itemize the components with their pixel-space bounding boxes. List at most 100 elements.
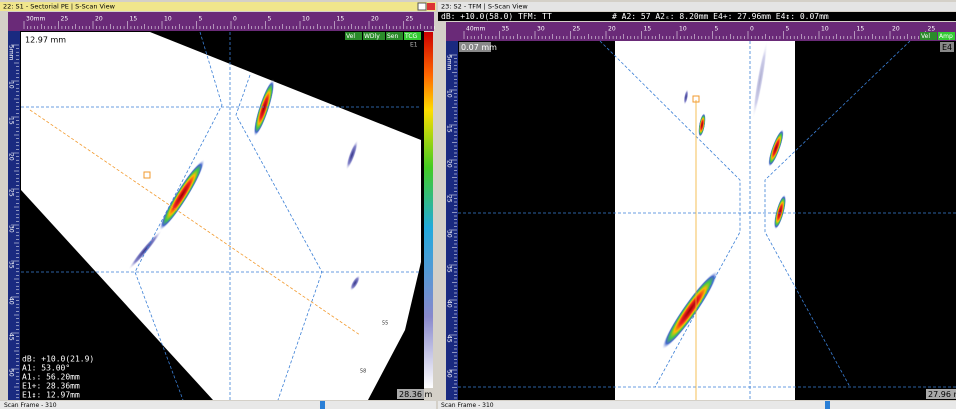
scan-slider[interactable] xyxy=(320,401,325,409)
status-bar xyxy=(438,401,956,409)
ruler-label: 40 xyxy=(446,300,453,308)
depth-value: 28.36 m xyxy=(399,390,432,399)
ruler-label: 20 xyxy=(608,26,616,33)
ruler-label: 20 xyxy=(371,16,379,23)
ruler-label: 45 xyxy=(446,335,453,343)
ruler-label: 10 xyxy=(679,26,687,33)
geometry-line xyxy=(764,40,911,388)
ruler-label: 25 xyxy=(573,26,581,33)
ruler-label: 0 xyxy=(233,16,237,23)
ruler-label: 15 xyxy=(857,26,865,33)
tag-box[interactable] xyxy=(920,32,937,40)
ruler-label: 35 xyxy=(8,261,15,269)
geometry-line xyxy=(599,40,741,388)
readout: A1: 53.00° xyxy=(22,364,70,373)
echo xyxy=(661,270,719,350)
ruler-label: 50 xyxy=(8,369,15,377)
depth-value: 27.96 m xyxy=(928,390,956,399)
depth-box xyxy=(397,389,424,399)
ruler-label: 30 xyxy=(446,230,453,238)
ruler-label: 20 xyxy=(446,160,453,168)
ruler-label: 5mm xyxy=(446,55,453,71)
ruler-label: 40mm xyxy=(466,26,485,33)
scan-slider[interactable] xyxy=(825,401,830,409)
readout: dB: +10.0(21.9) xyxy=(22,355,94,364)
tag-box[interactable] xyxy=(404,32,421,40)
ruler-label: 10 xyxy=(821,26,829,33)
tag[interactable]: WDly xyxy=(364,33,380,40)
corner-tag: E1 xyxy=(410,42,418,49)
right-title-bar xyxy=(438,2,956,11)
ruler-label: 20 xyxy=(892,26,900,33)
ruler-label: 5 xyxy=(199,16,203,23)
ruler-label: 10 xyxy=(164,16,172,23)
header-text: dB: +10.0(58.0) TFM: TT xyxy=(441,12,552,21)
ruler-label: 15 xyxy=(130,16,138,23)
tag[interactable]: Vel xyxy=(346,33,355,40)
tag[interactable]: Amp xyxy=(939,33,953,40)
ruler-label: 15 xyxy=(8,117,15,125)
tfm-area xyxy=(615,41,795,400)
status-bar xyxy=(0,401,436,409)
ruler-label: 35 xyxy=(446,265,453,273)
ruler-label: 30 xyxy=(537,26,545,33)
ruler-label: 25 xyxy=(406,16,414,23)
ruler-label: 50 xyxy=(446,370,453,378)
tag-box[interactable] xyxy=(386,32,403,40)
tag-box[interactable] xyxy=(345,32,362,40)
echo xyxy=(698,113,706,137)
corner-tag: E4 xyxy=(942,43,952,52)
close-button[interactable] xyxy=(427,3,435,10)
geometry-line xyxy=(134,31,223,401)
tag[interactable]: TCG xyxy=(404,33,418,40)
depth-box xyxy=(926,389,956,399)
geometry-line xyxy=(235,74,323,401)
beam-marker xyxy=(692,95,700,103)
echo xyxy=(128,229,162,271)
echo xyxy=(253,79,275,137)
overlay-lines xyxy=(21,31,421,401)
header-right: # A2: 57 A2ₛ: 8.20mm E4+: 27.96mm E4↕: 0… xyxy=(612,12,829,21)
corner-box xyxy=(940,42,954,52)
ruler-label: 40 xyxy=(8,297,15,305)
beam-line xyxy=(29,109,361,336)
readout: E1+: 28.36mm xyxy=(22,382,80,391)
readout: A1ₛ: 56.20mm xyxy=(22,373,80,382)
echo xyxy=(768,129,784,167)
echo-label: 55 xyxy=(382,321,388,327)
readout: E1↕: 12.97mm xyxy=(22,391,80,400)
left-title-bar xyxy=(0,2,436,11)
beam-marker xyxy=(143,171,151,179)
echo xyxy=(349,275,361,291)
ruler-label: 20 xyxy=(95,16,103,23)
cursor-readout: 12.97 mm xyxy=(25,36,66,45)
ruler-label: 20 xyxy=(8,153,15,161)
ruler-label: 5 xyxy=(715,26,719,33)
ruler-label: 25 xyxy=(8,189,15,197)
status-text: Scan Frame - 310 xyxy=(4,402,57,409)
ruler-label: 25 xyxy=(928,26,936,33)
maximize-button[interactable] xyxy=(417,2,427,11)
right-title: 23: S2 - TFM | S-Scan View xyxy=(441,3,528,11)
cursor-readout: 0.07 mm xyxy=(461,43,497,52)
echoes xyxy=(128,79,361,291)
ruler-label: 15 xyxy=(446,125,453,133)
overlay-lines xyxy=(458,40,956,400)
ruler-label: 5 xyxy=(268,16,272,23)
ruler-label: 5mm xyxy=(8,45,15,61)
tag[interactable]: Vel xyxy=(921,33,930,40)
ruler-label: 25 xyxy=(446,195,453,203)
tag-box[interactable] xyxy=(938,32,955,40)
echo xyxy=(773,194,787,230)
cursor-box xyxy=(459,42,491,52)
ruler-label: 0 xyxy=(750,26,754,33)
tag[interactable]: Sen xyxy=(387,33,399,40)
tag-box[interactable] xyxy=(363,32,385,40)
ruler-label: 10 xyxy=(446,90,453,98)
ruler-label: 45 xyxy=(8,333,15,341)
ruler-label: 30mm xyxy=(26,16,45,23)
ruler-label: 10 xyxy=(8,81,15,89)
ruler-label: 5 xyxy=(786,26,790,33)
